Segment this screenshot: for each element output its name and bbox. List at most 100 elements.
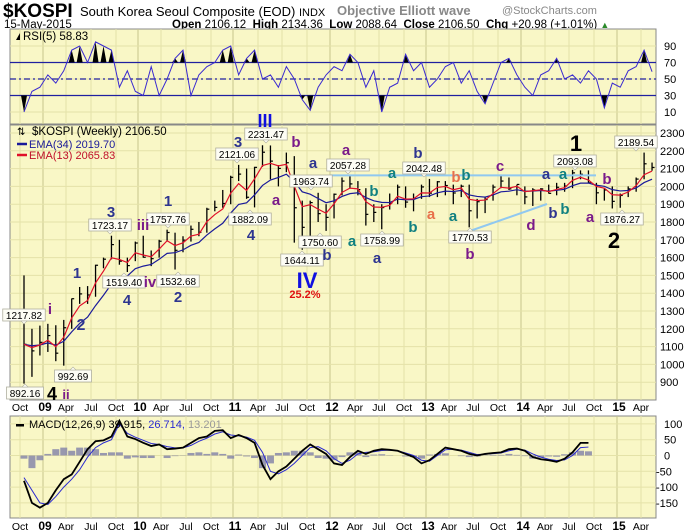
wave-label: a bbox=[449, 208, 458, 225]
macd-histogram-bar bbox=[322, 455, 330, 459]
price-label: 2057.28 bbox=[330, 161, 367, 172]
date-axis-top-tick: Jul bbox=[275, 402, 288, 414]
macd-histogram-bar bbox=[68, 450, 76, 456]
up-triangle-icon: ▲ bbox=[600, 20, 610, 30]
date-axis-bottom-tick: Jul bbox=[372, 521, 385, 530]
macd-histogram-bar bbox=[259, 455, 266, 469]
date-axis-top-tick: 10 bbox=[133, 400, 147, 414]
price-y-tick: 2200 bbox=[660, 146, 684, 158]
chart-date: 15-May-2015 bbox=[4, 19, 72, 31]
macd-histogram-bar bbox=[163, 455, 171, 459]
date-axis-top-tick: Apr bbox=[58, 402, 75, 414]
wave-label: 4 bbox=[47, 384, 57, 404]
macd-histogram-bar bbox=[553, 455, 561, 457]
date-axis-bottom-tick: Jul bbox=[275, 521, 288, 530]
price-label-pointer bbox=[21, 383, 29, 388]
price-label: 2189.54 bbox=[618, 138, 655, 149]
macd-histogram-bar bbox=[171, 455, 179, 457]
high-label: High bbox=[252, 19, 279, 31]
wave-label: 2 bbox=[77, 317, 86, 334]
macd-histogram-bar bbox=[418, 455, 425, 459]
price-y-tick: 2000 bbox=[660, 181, 684, 193]
macd-histogram-bar bbox=[561, 454, 569, 456]
date-axis-bottom-tick: Apr bbox=[441, 521, 458, 530]
wave-label: b bbox=[461, 167, 470, 184]
macd-histogram-bar bbox=[131, 455, 139, 458]
date-axis-top-tick: Oct bbox=[299, 402, 315, 414]
wave-label: d bbox=[526, 217, 535, 234]
price-y-tick: 1000 bbox=[660, 359, 684, 371]
rsi-y-tick: 30 bbox=[664, 91, 676, 103]
open-label: Open bbox=[172, 19, 202, 31]
price-label: 1882.09 bbox=[232, 215, 269, 226]
wave-label: a bbox=[272, 192, 281, 209]
price-label: 1217.82 bbox=[6, 311, 43, 322]
macd-histogram-bar bbox=[402, 455, 410, 457]
price-y-tick: 900 bbox=[660, 377, 678, 389]
macd-histogram-bar bbox=[203, 453, 211, 456]
macd-histogram-bar bbox=[266, 455, 274, 464]
wave-label: 3 bbox=[234, 134, 242, 151]
macd-histogram-bar bbox=[187, 452, 195, 456]
price-label-pointer bbox=[20, 320, 28, 325]
macd-histogram-bar bbox=[92, 449, 100, 456]
wave-label: 25.2% bbox=[289, 289, 320, 301]
macd-histogram-bar bbox=[457, 455, 465, 457]
macd-histogram-bar bbox=[577, 450, 584, 456]
price-label: 2042.48 bbox=[406, 164, 443, 175]
wave-label: 1 bbox=[570, 131, 582, 156]
price-label-pointer bbox=[307, 186, 315, 191]
date-axis-bottom-tick: 12 bbox=[325, 519, 339, 530]
macd-legend-part: 13.201 bbox=[188, 419, 222, 431]
price-label-pointer bbox=[316, 232, 324, 237]
rsi-y-tick: 90 bbox=[664, 41, 676, 53]
macd-histogram-bar bbox=[76, 447, 84, 456]
close-label: Close bbox=[403, 19, 435, 31]
macd-histogram-bar bbox=[338, 455, 346, 458]
wave-label: b bbox=[408, 219, 417, 236]
macd-histogram-bar bbox=[100, 452, 107, 456]
price-label-pointer bbox=[571, 166, 579, 171]
macd-legend-part: 39.915 bbox=[108, 419, 142, 431]
macd-histogram-bar bbox=[211, 452, 219, 456]
wave-label: 4 bbox=[247, 227, 256, 244]
wave-label: 2 bbox=[608, 228, 620, 253]
macd-y-tick: 0 bbox=[664, 451, 670, 463]
date-axis-top-tick: Apr bbox=[441, 402, 458, 414]
exchange: INDX bbox=[298, 7, 326, 19]
wave-label: b bbox=[413, 145, 422, 162]
annotator: Objective Elliott wave bbox=[337, 3, 471, 18]
price-legend: $KOSPI (Weekly) 2106.50 bbox=[32, 126, 167, 138]
date-axis-top-tick: Jul bbox=[466, 402, 479, 414]
price-label-pointer bbox=[233, 159, 241, 164]
wave-label: 1 bbox=[73, 265, 81, 282]
macd-histogram-bar bbox=[227, 455, 235, 459]
date-axis-top-tick: 11 bbox=[229, 400, 242, 414]
wave-label: b bbox=[548, 205, 557, 222]
price-y-tick: 1600 bbox=[660, 253, 684, 265]
wave-label: b bbox=[560, 201, 569, 218]
symbol: $KOSPI bbox=[3, 1, 73, 22]
chg-value: +20.98 (+1.01%) bbox=[511, 19, 598, 31]
macd-histogram-bar bbox=[44, 453, 52, 456]
rsi-overbought-fill bbox=[92, 41, 99, 63]
wave-label: 2 bbox=[174, 289, 182, 306]
macd-legend-sep: , bbox=[142, 419, 148, 431]
price-label: 2093.08 bbox=[557, 157, 594, 168]
date-axis-bottom-tick: Apr bbox=[58, 521, 75, 530]
macd-histogram-bar bbox=[243, 455, 251, 457]
support-trendline bbox=[466, 203, 548, 233]
macd-histogram-bar bbox=[370, 454, 378, 456]
wave-label: b bbox=[369, 183, 378, 200]
date-axis-bottom-tick: Oct bbox=[490, 521, 506, 530]
date-axis-top-tick: 13 bbox=[421, 400, 435, 414]
date-axis-top-tick: 12 bbox=[325, 400, 339, 414]
price-label-pointer bbox=[344, 170, 352, 175]
price-label: 992.69 bbox=[58, 372, 89, 383]
date-axis-bottom-tick: Apr bbox=[153, 521, 170, 530]
date-axis-top-tick: Jul bbox=[179, 402, 192, 414]
rsi-panel bbox=[9, 28, 657, 125]
rsi-overbought-fill bbox=[76, 46, 83, 63]
